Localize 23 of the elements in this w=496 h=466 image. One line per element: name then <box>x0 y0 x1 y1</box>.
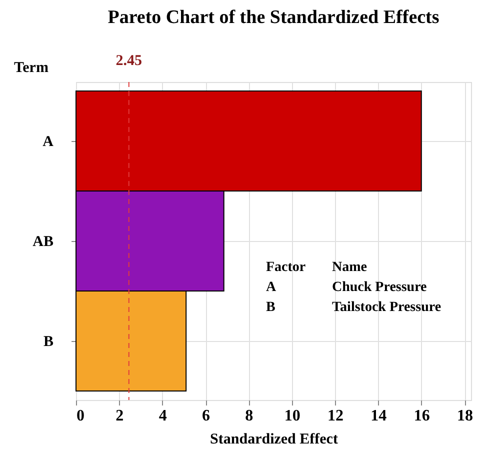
x-tick-label: 18 <box>457 408 474 424</box>
y-tick-label: B <box>43 334 54 350</box>
annotation: Factor <box>266 260 306 275</box>
annotation: A <box>266 280 277 295</box>
x-tick-label: 12 <box>328 408 344 424</box>
x-tick-label: 14 <box>370 408 387 424</box>
annotation: Tailstock Pressure <box>332 300 442 315</box>
annotation: Name <box>332 260 367 275</box>
chart-title: Pareto Chart of the Standardized Effects <box>108 7 440 28</box>
y-tick-label: A <box>42 134 54 150</box>
ref-line-label: 2.45 <box>116 53 142 69</box>
x-tick-label: 10 <box>284 408 300 424</box>
x-tick-label: 16 <box>414 408 430 424</box>
annotation: B <box>266 300 276 315</box>
annotation: Chuck Pressure <box>332 280 427 295</box>
y-tick-label: AB <box>32 234 54 250</box>
x-axis-title: Standardized Effect <box>210 432 338 448</box>
x-tick-label: 6 <box>202 408 210 424</box>
x-tick-label: 0 <box>76 408 84 424</box>
y-axis-title: Term <box>14 60 49 76</box>
x-tick-label: 8 <box>245 408 254 424</box>
x-tick-label: 4 <box>158 408 167 424</box>
x-tick-label: 2 <box>116 408 124 424</box>
